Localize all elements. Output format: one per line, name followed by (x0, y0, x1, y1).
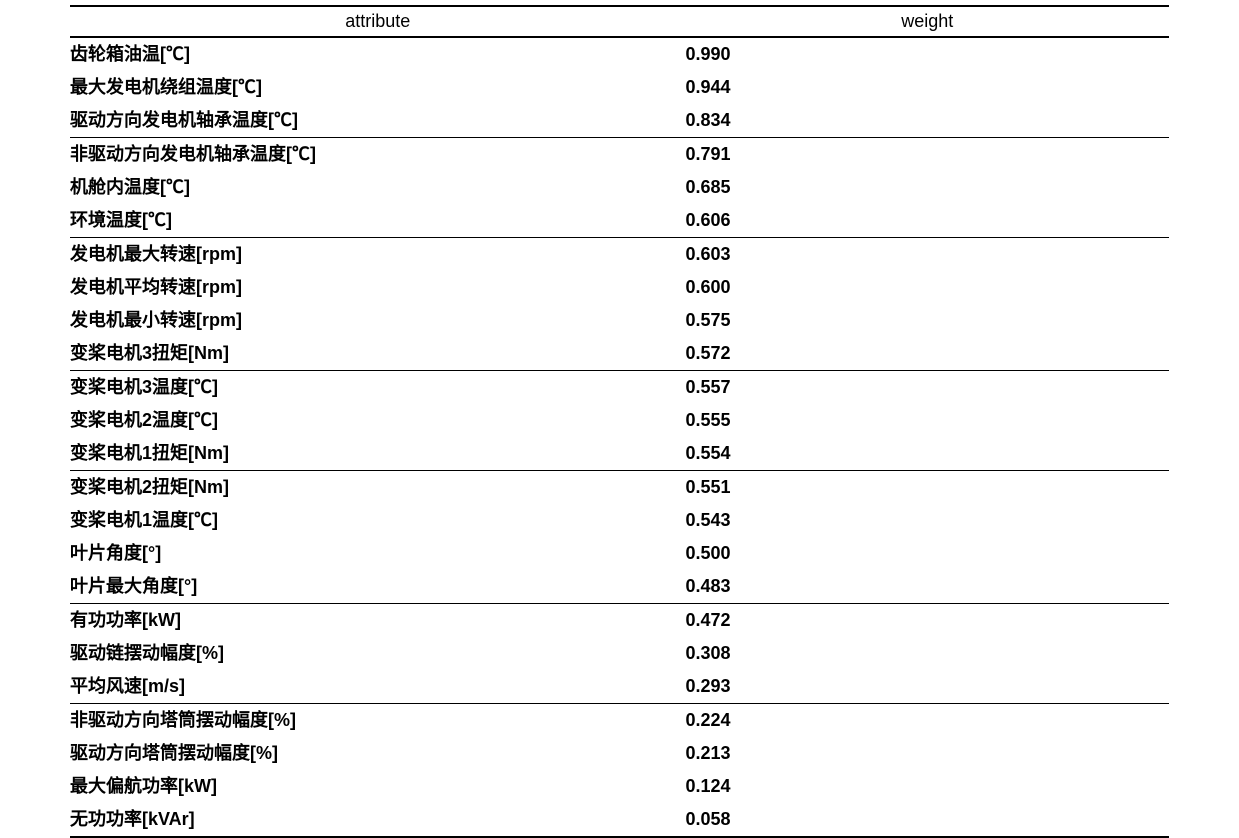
table-row: 环境温度[℃]0.606 (70, 204, 1169, 238)
table-row: 叶片最大角度[°]0.483 (70, 570, 1169, 604)
table-row: 非驱动方向发电机轴承温度[℃]0.791 (70, 138, 1169, 172)
table-row: 无功功率[kVAr]0.058 (70, 803, 1169, 837)
table-row: 发电机平均转速[rpm]0.600 (70, 271, 1169, 304)
weight-cell: 0.308 (685, 637, 1169, 670)
attribute-cell: 最大偏航功率[kW] (70, 770, 685, 803)
attribute-cell: 齿轮箱油温[℃] (70, 37, 685, 71)
weight-cell: 0.572 (685, 337, 1169, 371)
attribute-cell: 叶片角度[°] (70, 537, 685, 570)
attribute-cell: 变桨电机2温度[℃] (70, 404, 685, 437)
weight-cell: 0.058 (685, 803, 1169, 837)
weight-cell: 0.603 (685, 238, 1169, 272)
table-row: 发电机最小转速[rpm]0.575 (70, 304, 1169, 337)
table-header-row: attribute weight (70, 6, 1169, 37)
attribute-cell: 平均风速[m/s] (70, 670, 685, 704)
table-row: 非驱动方向塔筒摆动幅度[%]0.224 (70, 704, 1169, 738)
table-row: 变桨电机3温度[℃]0.557 (70, 371, 1169, 405)
table-row: 有功功率[kW]0.472 (70, 604, 1169, 638)
attribute-cell: 发电机最大转速[rpm] (70, 238, 685, 272)
table-row: 变桨电机1温度[℃]0.543 (70, 504, 1169, 537)
weight-cell: 0.543 (685, 504, 1169, 537)
attribute-cell: 驱动方向发电机轴承温度[℃] (70, 104, 685, 138)
weight-cell: 0.472 (685, 604, 1169, 638)
table-row: 驱动链摆动幅度[%]0.308 (70, 637, 1169, 670)
weight-cell: 0.600 (685, 271, 1169, 304)
table-row: 变桨电机2温度[℃]0.555 (70, 404, 1169, 437)
weight-cell: 0.551 (685, 471, 1169, 505)
attribute-weight-table: attribute weight 齿轮箱油温[℃]0.990最大发电机绕组温度[… (70, 5, 1169, 838)
attribute-cell: 无功功率[kVAr] (70, 803, 685, 837)
attribute-cell: 发电机最小转速[rpm] (70, 304, 685, 337)
attribute-cell: 机舱内温度[℃] (70, 171, 685, 204)
attribute-cell: 叶片最大角度[°] (70, 570, 685, 604)
attribute-cell: 变桨电机3温度[℃] (70, 371, 685, 405)
table-row: 最大发电机绕组温度[℃]0.944 (70, 71, 1169, 104)
header-attribute: attribute (70, 6, 685, 37)
table-body: 齿轮箱油温[℃]0.990最大发电机绕组温度[℃]0.944驱动方向发电机轴承温… (70, 37, 1169, 837)
table-row: 最大偏航功率[kW]0.124 (70, 770, 1169, 803)
table-row: 发电机最大转速[rpm]0.603 (70, 238, 1169, 272)
attribute-cell: 驱动方向塔筒摆动幅度[%] (70, 737, 685, 770)
weight-cell: 0.224 (685, 704, 1169, 738)
weight-cell: 0.500 (685, 537, 1169, 570)
attribute-cell: 变桨电机2扭矩[Nm] (70, 471, 685, 505)
header-weight: weight (685, 6, 1169, 37)
attribute-cell: 发电机平均转速[rpm] (70, 271, 685, 304)
weight-cell: 0.944 (685, 71, 1169, 104)
table-row: 齿轮箱油温[℃]0.990 (70, 37, 1169, 71)
weight-cell: 0.557 (685, 371, 1169, 405)
attribute-cell: 变桨电机1温度[℃] (70, 504, 685, 537)
table-row: 平均风速[m/s]0.293 (70, 670, 1169, 704)
weight-cell: 0.213 (685, 737, 1169, 770)
table-row: 驱动方向发电机轴承温度[℃]0.834 (70, 104, 1169, 138)
table-row: 叶片角度[°]0.500 (70, 537, 1169, 570)
weight-cell: 0.554 (685, 437, 1169, 471)
weight-cell: 0.834 (685, 104, 1169, 138)
table-row: 驱动方向塔筒摆动幅度[%]0.213 (70, 737, 1169, 770)
attribute-cell: 有功功率[kW] (70, 604, 685, 638)
attribute-cell: 最大发电机绕组温度[℃] (70, 71, 685, 104)
weight-cell: 0.483 (685, 570, 1169, 604)
attribute-cell: 变桨电机3扭矩[Nm] (70, 337, 685, 371)
table-row: 变桨电机3扭矩[Nm]0.572 (70, 337, 1169, 371)
attribute-cell: 非驱动方向发电机轴承温度[℃] (70, 138, 685, 172)
weight-cell: 0.606 (685, 204, 1169, 238)
table-row: 变桨电机1扭矩[Nm]0.554 (70, 437, 1169, 471)
table-row: 变桨电机2扭矩[Nm]0.551 (70, 471, 1169, 505)
attribute-cell: 驱动链摆动幅度[%] (70, 637, 685, 670)
attribute-cell: 环境温度[℃] (70, 204, 685, 238)
attribute-cell: 非驱动方向塔筒摆动幅度[%] (70, 704, 685, 738)
weight-cell: 0.293 (685, 670, 1169, 704)
weight-cell: 0.124 (685, 770, 1169, 803)
weight-cell: 0.990 (685, 37, 1169, 71)
weight-cell: 0.685 (685, 171, 1169, 204)
weight-cell: 0.791 (685, 138, 1169, 172)
weight-cell: 0.555 (685, 404, 1169, 437)
attribute-cell: 变桨电机1扭矩[Nm] (70, 437, 685, 471)
weight-cell: 0.575 (685, 304, 1169, 337)
table-row: 机舱内温度[℃]0.685 (70, 171, 1169, 204)
